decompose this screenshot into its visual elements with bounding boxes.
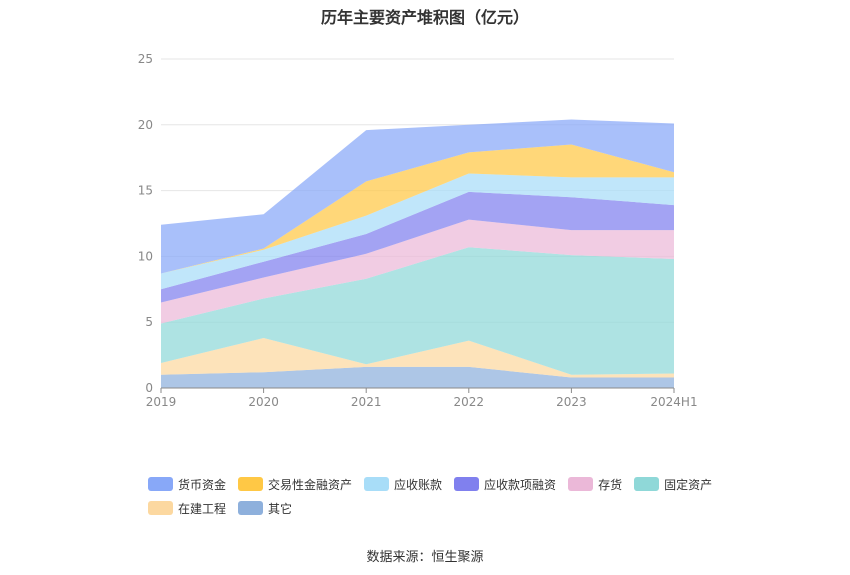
area-series-交易性金融资产 bbox=[161, 144, 674, 274]
x-tick-label: 2021 bbox=[351, 395, 382, 409]
area-series-在建工程 bbox=[161, 338, 674, 378]
legend-item[interactable]: 存货 bbox=[568, 476, 622, 493]
legend-label: 交易性金融资产 bbox=[268, 477, 353, 492]
legend-swatch bbox=[364, 477, 390, 491]
y-tick-label: 20 bbox=[138, 118, 153, 132]
x-tick-label: 2023 bbox=[556, 395, 587, 409]
legend-row: 货币资金 交易性金融资产 应收账款 应收款项融资 存货 固定资产 bbox=[148, 472, 748, 496]
area-series-存货 bbox=[161, 219, 674, 324]
legend-swatch bbox=[238, 501, 264, 515]
chart-title: 历年主要资产堆积图（亿元） bbox=[320, 8, 529, 27]
x-tick-label: 2022 bbox=[454, 395, 485, 409]
legend-item[interactable]: 应收款项融资 bbox=[454, 476, 556, 493]
legend-label: 其它 bbox=[268, 501, 293, 516]
area-series-应收款项融资 bbox=[161, 191, 674, 303]
area-series-货币资金 bbox=[161, 119, 674, 274]
y-tick-label: 15 bbox=[138, 184, 153, 198]
area-series-应收账款 bbox=[161, 173, 674, 290]
legend-item[interactable]: 固定资产 bbox=[634, 476, 712, 493]
y-tick-label: 5 bbox=[145, 315, 153, 329]
axes: 0 5 10 15 20 25 2019 2020 2021 2022 2023 2024H1 bbox=[138, 52, 698, 409]
x-tick-label: 2020 bbox=[248, 395, 279, 409]
legend-swatch bbox=[634, 477, 660, 491]
source-note: 数据来源：恒生聚源 bbox=[366, 550, 484, 565]
y-tick-label: 25 bbox=[138, 52, 153, 66]
legend-label: 在建工程 bbox=[178, 501, 227, 516]
legend-swatch bbox=[238, 477, 264, 491]
x-tick-label: 2019 bbox=[146, 395, 177, 409]
legend-swatch bbox=[454, 477, 480, 491]
legend-swatch bbox=[568, 477, 594, 491]
legend-label: 应收款项融资 bbox=[484, 477, 557, 492]
legend-row: 在建工程 其它 bbox=[148, 496, 748, 520]
legend-swatch bbox=[148, 477, 173, 491]
y-tick-label: 0 bbox=[145, 381, 153, 395]
area-series-其它 bbox=[161, 366, 674, 388]
x-tick-label: 2024H1 bbox=[650, 395, 697, 409]
legend-item[interactable]: 其它 bbox=[238, 500, 292, 517]
area-series bbox=[161, 119, 674, 388]
legend-label: 固定资产 bbox=[664, 477, 713, 492]
legend-item[interactable]: 货币资金 bbox=[148, 476, 226, 493]
legend-label: 应收账款 bbox=[394, 477, 443, 492]
legend-swatch bbox=[148, 501, 173, 515]
area-series-固定资产 bbox=[161, 247, 674, 375]
legend-label: 货币资金 bbox=[178, 477, 227, 492]
legend: 货币资金 交易性金融资产 应收账款 应收款项融资 存货 固定资产 在建工程 其它 bbox=[148, 472, 748, 520]
legend-item[interactable]: 应收账款 bbox=[364, 476, 442, 493]
legend-item[interactable]: 在建工程 bbox=[148, 500, 226, 517]
legend-label: 存货 bbox=[598, 477, 623, 492]
legend-item[interactable]: 交易性金融资产 bbox=[238, 476, 352, 493]
y-tick-label: 10 bbox=[138, 249, 153, 263]
